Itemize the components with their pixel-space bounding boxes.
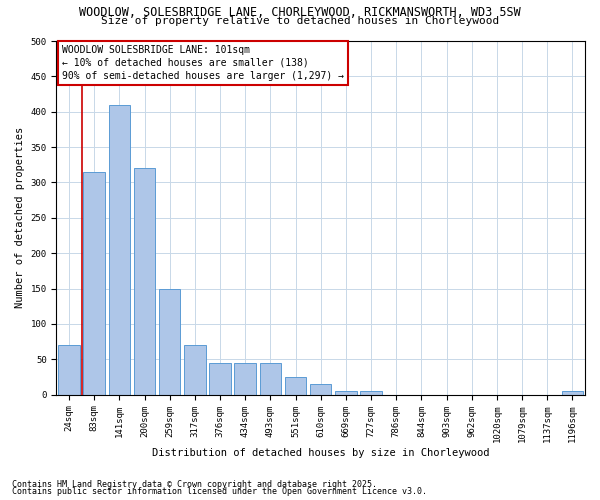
Text: WOODLOW SOLESBRIDGE LANE: 101sqm
← 10% of detached houses are smaller (138)
90% : WOODLOW SOLESBRIDGE LANE: 101sqm ← 10% o… xyxy=(62,44,344,81)
Bar xyxy=(260,363,281,394)
Text: Size of property relative to detached houses in Chorleywood: Size of property relative to detached ho… xyxy=(101,16,499,26)
Bar xyxy=(134,168,155,394)
Bar xyxy=(562,391,583,394)
Bar xyxy=(361,391,382,394)
Bar xyxy=(109,104,130,395)
Text: Contains HM Land Registry data © Crown copyright and database right 2025.: Contains HM Land Registry data © Crown c… xyxy=(12,480,377,489)
Y-axis label: Number of detached properties: Number of detached properties xyxy=(15,127,25,308)
Bar xyxy=(159,288,181,395)
Bar xyxy=(310,384,331,394)
Bar xyxy=(58,345,80,395)
Bar xyxy=(335,391,356,394)
Bar xyxy=(285,377,306,394)
Bar xyxy=(235,363,256,394)
Bar xyxy=(209,363,231,394)
Text: WOODLOW, SOLESBRIDGE LANE, CHORLEYWOOD, RICKMANSWORTH, WD3 5SW: WOODLOW, SOLESBRIDGE LANE, CHORLEYWOOD, … xyxy=(79,6,521,19)
Bar xyxy=(184,345,206,395)
Text: Contains public sector information licensed under the Open Government Licence v3: Contains public sector information licen… xyxy=(12,487,427,496)
X-axis label: Distribution of detached houses by size in Chorleywood: Distribution of detached houses by size … xyxy=(152,448,490,458)
Bar xyxy=(83,172,105,394)
